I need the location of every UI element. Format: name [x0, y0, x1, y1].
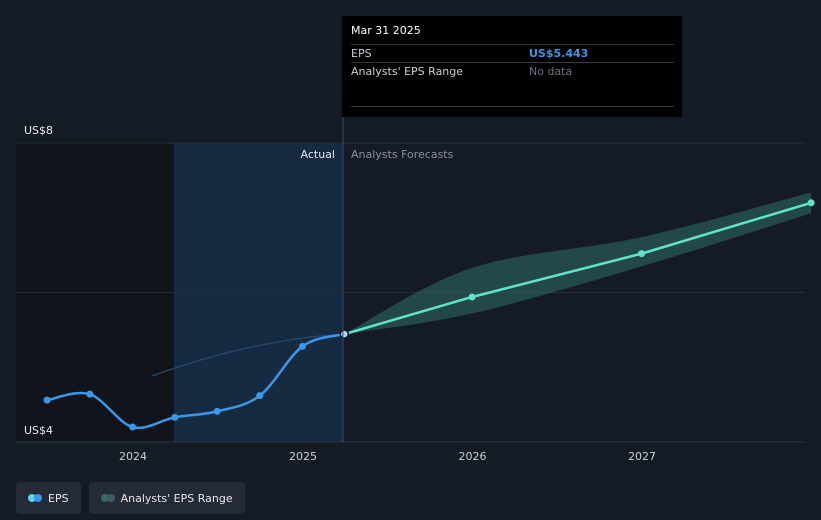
legend-range-button[interactable]: Analysts' EPS Range: [88, 482, 245, 514]
eps-legend-icon: [28, 494, 42, 502]
eps-point: [299, 342, 307, 350]
legend-eps-button[interactable]: EPS: [16, 482, 81, 514]
x-tick-label: 2024: [119, 450, 147, 463]
eps-forecast-line: [343, 201, 812, 336]
x-tick-label: 2025: [289, 450, 317, 463]
tooltip-divider: [351, 106, 674, 107]
tooltip-range-label: Analysts' EPS Range: [351, 65, 464, 78]
eps-point: [129, 423, 137, 431]
eps-point: [43, 396, 51, 404]
tooltip-eps-value: US$5.443: [529, 47, 589, 60]
eps-point: [339, 329, 350, 339]
x-tick-label: 2026: [459, 450, 487, 463]
legend-eps-label: EPS: [48, 491, 69, 505]
eps-forecast-point: [638, 250, 646, 258]
tooltip-range-value: No data: [529, 65, 573, 78]
y-label-top: US$8: [24, 124, 53, 137]
eps-point: [213, 407, 221, 415]
range-layer: [344, 192, 812, 335]
eps-forecast-point: [807, 199, 815, 207]
eps-line: [45, 332, 346, 430]
legend-range-label: Analysts' EPS Range: [120, 491, 233, 505]
tooltip-range-row: Analysts' EPS Range No data: [351, 62, 674, 80]
tooltip-eps-label: EPS: [351, 47, 372, 60]
eps-forecast-point: [468, 293, 476, 301]
eps-chart: US$8 US$4 Actual Analysts Forecasts 2024…: [16, 117, 815, 463]
x-axis-ticks: 2024 2025 2026 2027: [119, 450, 656, 463]
tooltip-eps-row: EPS US$5.443: [351, 44, 674, 62]
eps-point: [256, 392, 264, 400]
eps-point: [171, 413, 179, 421]
tooltip: Mar 31 2025 EPS US$5.443 Analysts' EPS R…: [342, 16, 682, 117]
x-tick-label: 2027: [628, 450, 656, 463]
forecast-hint-layer: [151, 333, 345, 377]
eps-range-band: [344, 192, 812, 335]
point-layer[interactable]: [43, 199, 815, 431]
tooltip-date: Mar 31 2025: [351, 24, 421, 37]
actual-label: Actual: [301, 148, 335, 161]
y-label-bottom: US$4: [24, 424, 53, 437]
legend: EPS Analysts' EPS Range: [16, 482, 245, 514]
range-legend-icon: [100, 494, 115, 502]
actual-trend-hint: [151, 333, 345, 377]
forecast-label: Analysts Forecasts: [351, 148, 454, 161]
eps-point: [86, 390, 94, 398]
line-layer: [45, 201, 812, 430]
